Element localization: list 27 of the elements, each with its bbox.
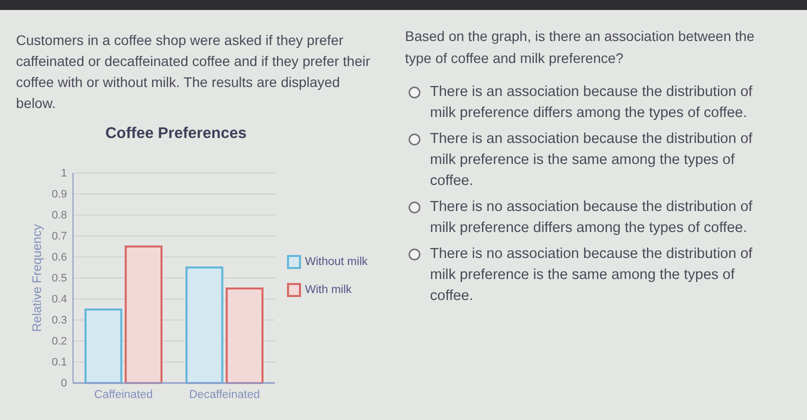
y-tick-label: 1 <box>60 168 67 180</box>
chart-title: Coffee Preferences <box>105 125 247 142</box>
x-tick-label: Caffeinated <box>94 389 153 402</box>
y-tick-label: 0.6 <box>52 252 67 264</box>
bar <box>186 266 224 384</box>
y-tick-label: 0.5 <box>52 272 67 285</box>
y-axis-title: Relative Frequency <box>30 223 44 332</box>
text: There is an association because the distribution of milk preference is the same among the types of coffee. <box>430 130 754 191</box>
y-tick-label: 0 <box>60 378 67 390</box>
text: Based on the graph, is there an association between the type of coffee and milk preference? <box>405 27 756 68</box>
y-tick-label: 0.2 <box>52 336 67 348</box>
text: There is no association because the distribution of milk preference differs among the types of coffee. <box>430 198 754 238</box>
bar <box>226 288 264 384</box>
y-tick-label: 0.3 <box>52 314 67 327</box>
text: There is no association because the distribution of milk preference is the same among the types of coffee. <box>430 245 754 306</box>
y-tick-label: 0.7 <box>52 230 67 243</box>
y-tick-label: 0.8 <box>52 210 67 222</box>
text: Customers in a coffee shop were asked if they prefer caffeinated or decaffeinated coffee and if they prefer their coffee with or without milk. The results are displayed below. <box>16 31 372 113</box>
text: There is an association because the distribution of milk preference differs among the types of coffee. <box>430 83 754 123</box>
y-tick-label: 0.1 <box>52 356 67 369</box>
bar <box>84 308 122 384</box>
x-tick-label: Decaffeinated <box>189 389 260 402</box>
y-tick-label: 0.4 <box>52 294 67 306</box>
y-tick-label: 0.9 <box>52 188 67 201</box>
bar <box>124 246 162 384</box>
legend-label: Without milk <box>305 256 368 268</box>
legend-label: With milk <box>305 284 352 296</box>
